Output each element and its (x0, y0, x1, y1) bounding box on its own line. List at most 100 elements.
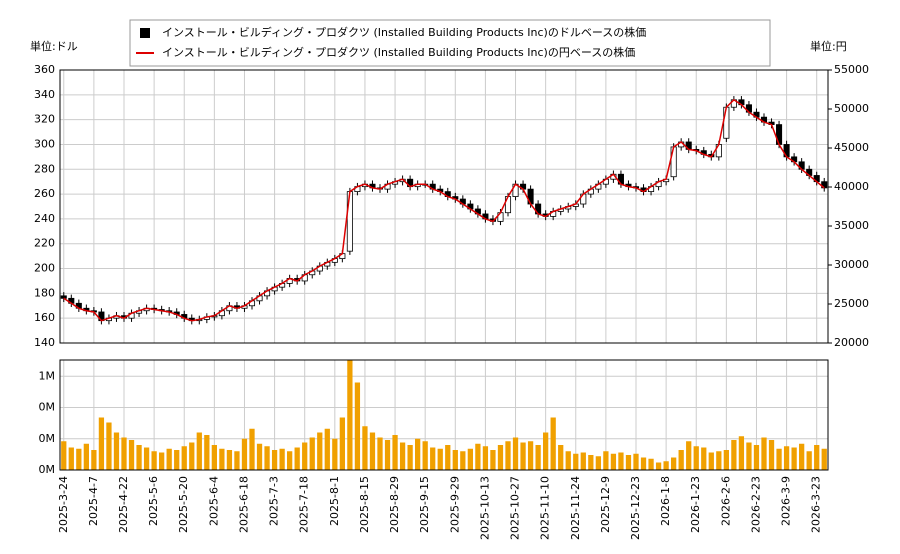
volume-bar (422, 441, 428, 470)
y-tick-label: 200 (34, 262, 55, 275)
x-tick-label: 2025-4-7 (87, 476, 100, 526)
y-tick-label: 360 (34, 63, 55, 76)
volume-bar (166, 448, 172, 470)
volume-bar (452, 450, 458, 470)
volume-bar (317, 432, 323, 470)
volume-bar (407, 445, 413, 470)
y2-tick-label: 20000 (834, 336, 869, 349)
volume-bar (302, 442, 308, 470)
x-tick-label: 2025-7-3 (268, 476, 281, 526)
candle-body (670, 146, 677, 178)
x-tick-label: 2025-8-1 (328, 476, 341, 526)
volume-bar (362, 426, 368, 470)
y2-tick-label: 25000 (834, 297, 869, 310)
x-tick-label: 2026-1-8 (659, 476, 672, 526)
volume-bar (83, 443, 89, 470)
volume-bar (279, 448, 285, 470)
volume-bar (437, 448, 443, 470)
volume-bar (467, 448, 473, 470)
x-tick-label: 2025-5-20 (177, 476, 190, 533)
volume-bar (558, 445, 564, 470)
volume-bar (482, 446, 489, 470)
x-tick-label: 2025-10-27 (509, 476, 522, 540)
volume-bar (543, 432, 549, 470)
legend-label: インストール・ビルディング・プロダクツ (Installed Building … (162, 45, 635, 59)
volume-bar (550, 417, 556, 470)
volume-bar (106, 422, 112, 470)
volume-bar (618, 452, 624, 470)
volume-bar (783, 446, 790, 470)
volume-bar (181, 446, 187, 470)
x-tick-label: 2025-12-9 (599, 476, 612, 533)
y-tick-label: 0M (39, 463, 56, 476)
legend-marker (140, 28, 150, 38)
volume-bar (648, 458, 654, 470)
volume-bar (671, 457, 677, 470)
x-tick-label: 2025-3-24 (57, 476, 70, 533)
volume-bar (377, 437, 383, 470)
volume-bar (588, 455, 594, 470)
volume-bar (640, 457, 647, 470)
volume-bar (580, 452, 586, 470)
y2-tick-label: 50000 (834, 102, 869, 115)
volume-bar (204, 435, 210, 470)
legend-box (129, 19, 771, 67)
volume-bar (159, 452, 165, 470)
volume-bar (565, 451, 571, 470)
x-tick-label: 2026-2-6 (719, 476, 732, 526)
volume-bar (625, 455, 632, 470)
volume-bar (174, 450, 180, 470)
volume-bar (354, 382, 361, 470)
y-tick-label: 260 (34, 187, 55, 200)
x-tick-label: 2025-8-15 (358, 476, 371, 533)
y-tick-label: 340 (34, 88, 55, 101)
volume-bar (143, 447, 150, 470)
x-tick-label: 2025-8-29 (388, 476, 401, 533)
volume-bar (264, 446, 270, 470)
volume-bar (716, 451, 722, 470)
volume-bar (746, 442, 752, 470)
volume-bar (256, 443, 263, 470)
volume-bar (678, 450, 684, 470)
candle-body (723, 106, 730, 139)
volume-bar (339, 417, 345, 470)
volume-bar (294, 447, 300, 470)
y-tick-label: 1M (39, 369, 56, 382)
volume-bar (761, 437, 767, 470)
y2-tick-label: 55000 (834, 63, 869, 76)
volume-bar (595, 456, 601, 470)
volume-bar (399, 442, 406, 470)
volume-bar (128, 440, 135, 470)
x-tick-label: 2026-3-9 (780, 476, 793, 526)
volume-bar (196, 432, 202, 470)
y-tick-label: 320 (34, 113, 55, 126)
volume-bar (460, 451, 466, 470)
volume-bar (527, 441, 534, 470)
volume-bar (324, 428, 330, 470)
x-tick-label: 2025-9-15 (418, 476, 431, 533)
volume-bar (799, 443, 805, 470)
volume-bar (445, 445, 451, 470)
volume-bar (610, 453, 617, 470)
volume-bar (347, 360, 353, 470)
volume-bar (61, 441, 67, 470)
y-tick-label: 220 (34, 237, 55, 250)
volume-bar (723, 450, 729, 470)
volume-bar (136, 445, 142, 470)
volume-bar (512, 437, 519, 470)
volume-bar (430, 447, 436, 470)
x-tick-label: 2025-6-18 (237, 476, 250, 533)
volume-bar (520, 442, 526, 470)
volume-bar (753, 445, 760, 470)
x-tick-label: 2025-9-29 (448, 476, 461, 533)
y2-tick-label: 45000 (834, 141, 869, 154)
volume-bar (241, 438, 248, 470)
x-tick-label: 2025-11-10 (539, 476, 552, 540)
volume-bar (91, 450, 97, 470)
volume-bar (219, 448, 225, 470)
x-tick-label: 2025-10-13 (478, 476, 491, 540)
volume-bar (663, 461, 669, 470)
volume-bar (806, 451, 812, 470)
x-tick-label: 2025-5-6 (147, 476, 160, 526)
